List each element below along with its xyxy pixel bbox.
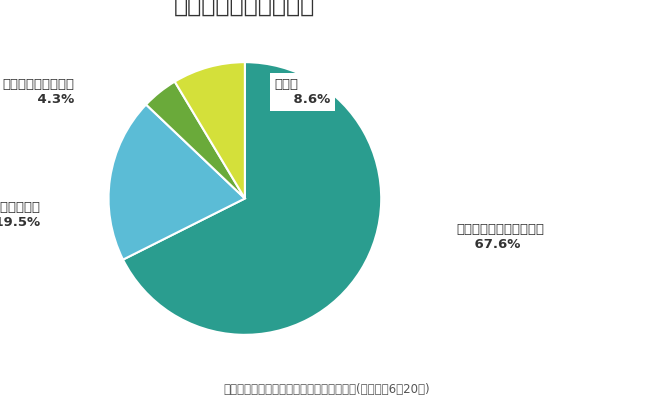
Text: 参照：認知症施策の総合的な推進について(令和元年6月20日): 参照：認知症施策の総合的な推進について(令和元年6月20日): [223, 383, 430, 396]
Wedge shape: [146, 81, 245, 198]
Wedge shape: [108, 105, 245, 259]
Wedge shape: [123, 62, 381, 335]
Text: レビー小体型認知症
    4.3%: レビー小体型認知症 4.3%: [3, 78, 74, 106]
Text: アルツハイマー型認知症
    67.6%: アルツハイマー型認知症 67.6%: [456, 223, 544, 251]
Title: 認知症の主な原因疾患: 認知症の主な原因疾患: [174, 0, 315, 16]
Text: 脳血管性認知症
    19.5%: 脳血管性認知症 19.5%: [0, 201, 40, 229]
Text: その他
    8.6%: その他 8.6%: [275, 78, 330, 106]
Wedge shape: [175, 62, 245, 198]
